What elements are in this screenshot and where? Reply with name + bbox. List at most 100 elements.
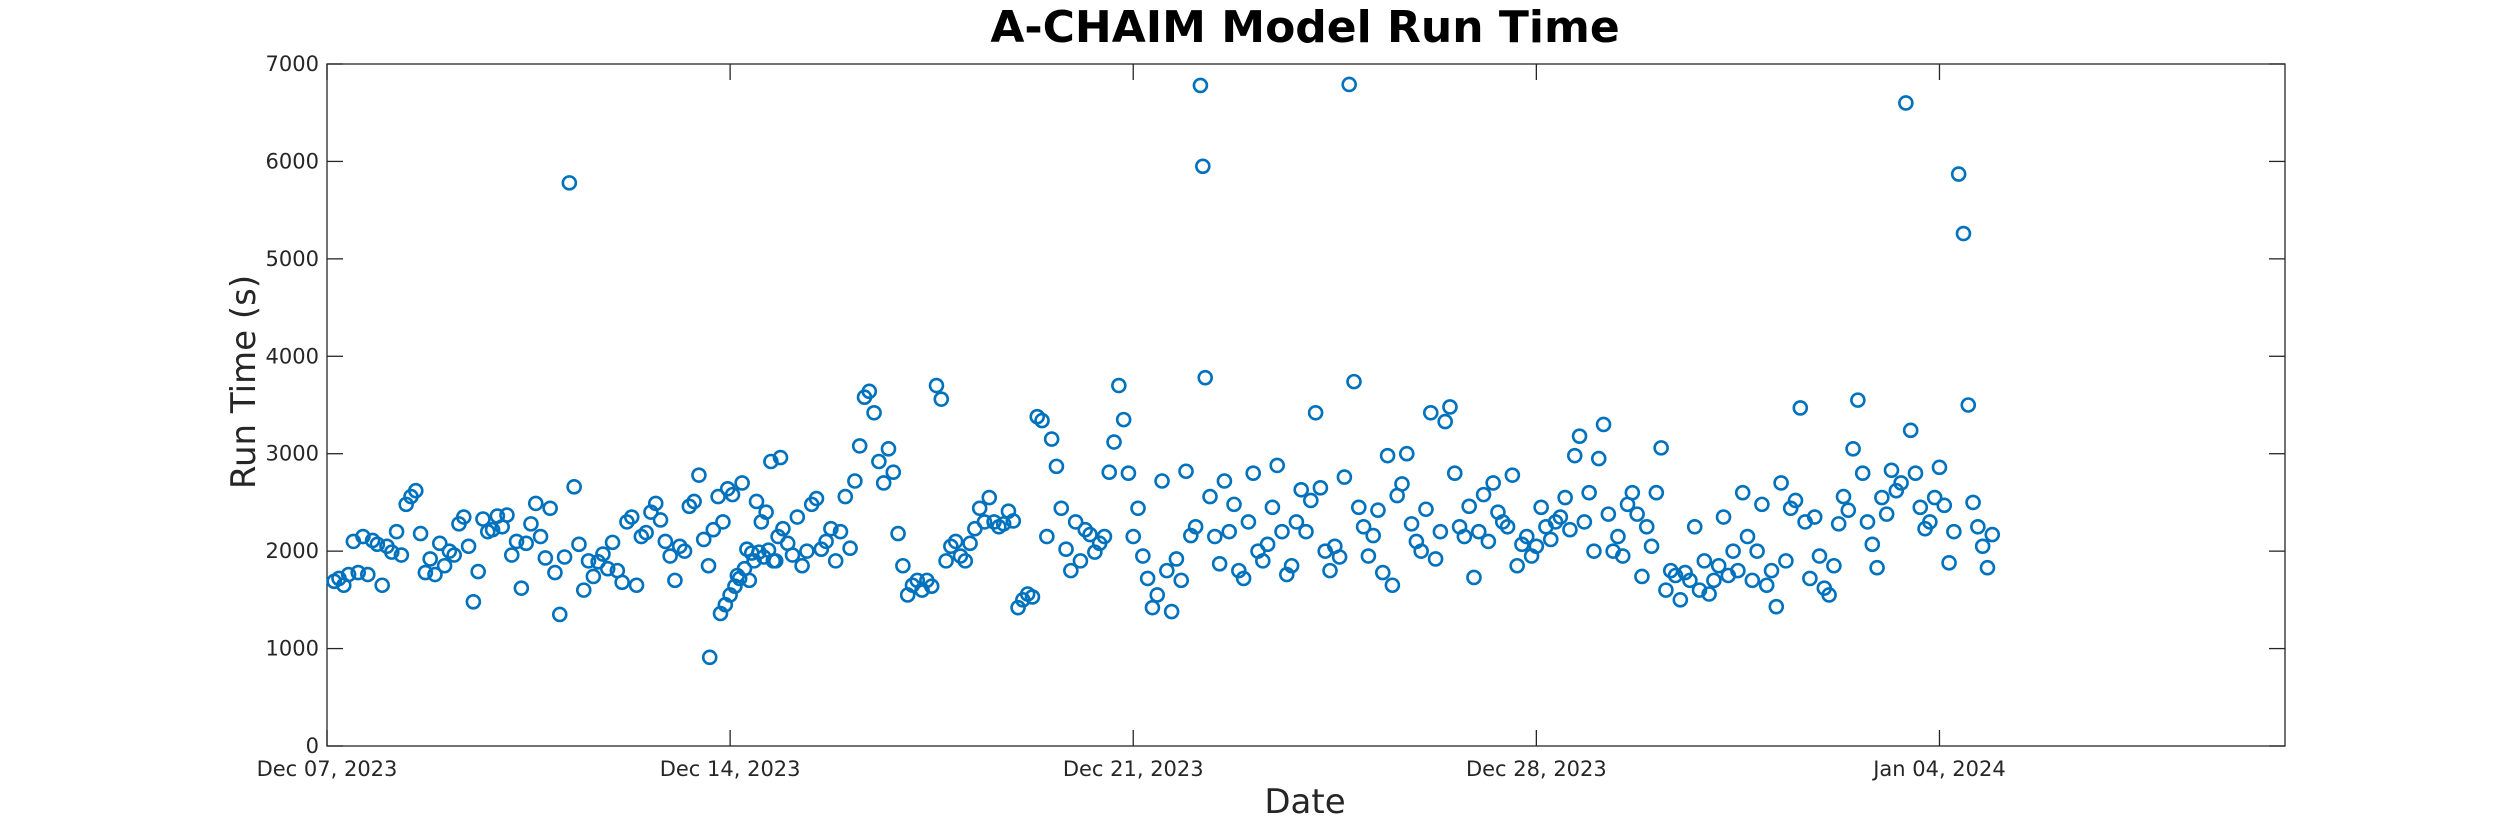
- data-point: [1893, 475, 1909, 491]
- data-point: [1082, 526, 1098, 543]
- data-point: [1778, 553, 1794, 569]
- data-point: [614, 574, 630, 591]
- data-point: [652, 512, 669, 528]
- data-point: [1010, 599, 1026, 616]
- data-point: [667, 572, 683, 589]
- data-point: [1706, 572, 1722, 589]
- data-point: [1653, 440, 1669, 456]
- plot-axes: 0 1000 2000 3000 4000 5000 6000 7000 Dec 07, 202…: [257, 52, 2286, 781]
- data-point: [1379, 447, 1396, 464]
- data-point: [388, 523, 405, 540]
- data-point: [1130, 500, 1146, 517]
- data-point: [1072, 553, 1089, 569]
- data-point: [1302, 492, 1319, 509]
- data-point: [748, 493, 765, 510]
- data-point: [595, 546, 611, 562]
- data-point: [1960, 397, 1977, 413]
- data-point: [1350, 499, 1367, 516]
- y-tick-label: 3000: [266, 442, 319, 466]
- data-point: [1053, 500, 1070, 517]
- data-point: [647, 495, 664, 512]
- data-point: [508, 533, 525, 550]
- data-point: [832, 523, 849, 540]
- data-point: [1576, 514, 1593, 530]
- data-point: [1763, 562, 1780, 579]
- data-point: [1163, 603, 1180, 620]
- data-point: [1811, 548, 1828, 564]
- data-point: [1207, 528, 1223, 545]
- x-tick-label: Dec 28, 2023: [1466, 757, 1607, 781]
- data-point: [1979, 559, 1996, 576]
- data-point: [431, 535, 448, 552]
- data-point: [1461, 498, 1477, 515]
- data-point: [837, 488, 854, 505]
- data-point: [1590, 450, 1607, 467]
- data-point: [1101, 464, 1118, 481]
- data-point: [628, 577, 645, 594]
- data-point: [1922, 514, 1938, 530]
- data-point: [1195, 158, 1211, 175]
- data-point: [1024, 589, 1041, 605]
- data-point: [1931, 459, 1948, 476]
- data-point: [734, 475, 750, 491]
- data-point: [355, 528, 371, 545]
- data-point: [1672, 592, 1689, 608]
- data-point: [1552, 509, 1569, 525]
- data-point: [1480, 533, 1497, 550]
- data-point: [455, 509, 472, 525]
- data-point: [1048, 458, 1065, 475]
- data-point: [1936, 497, 1953, 514]
- data-point: [1739, 528, 1756, 545]
- data-point: [1557, 489, 1573, 506]
- data-point: [1422, 404, 1439, 421]
- x-tick-label: Jan 04, 2024: [1871, 757, 2006, 781]
- data-point: [1518, 528, 1535, 545]
- data-point: [1830, 516, 1847, 532]
- data-point: [475, 511, 491, 527]
- data-point: [1984, 526, 2001, 543]
- data-point: [1240, 514, 1257, 530]
- data-point: [1782, 500, 1799, 517]
- data-point: [1331, 549, 1348, 565]
- data-point: [662, 548, 678, 564]
- data-point: [1802, 570, 1818, 587]
- data-point: [1115, 411, 1132, 428]
- data-point: [1677, 564, 1693, 581]
- data-point: [1312, 480, 1329, 496]
- data-point: [518, 535, 534, 552]
- data-point: [1533, 499, 1549, 516]
- data-point: [1658, 582, 1674, 598]
- data-point: [1063, 562, 1079, 579]
- data-point: [1667, 567, 1684, 584]
- data-point: [765, 553, 782, 569]
- x-axis-label: Date: [1264, 782, 1345, 822]
- data-point: [1734, 484, 1751, 501]
- data-point: [1595, 416, 1612, 433]
- data-point: [1638, 518, 1655, 535]
- data-point: [1850, 392, 1866, 408]
- plot-frame: [326, 63, 2286, 747]
- data-point: [976, 514, 993, 530]
- data-point: [871, 453, 887, 470]
- data-point: [808, 490, 825, 507]
- data-point: [1950, 166, 1967, 182]
- data-point: [1547, 514, 1564, 530]
- data-point: [1192, 77, 1209, 94]
- data-point: [1854, 465, 1871, 482]
- data-point: [794, 557, 810, 574]
- data-point: [1187, 518, 1204, 535]
- data-point: [566, 479, 582, 495]
- data-point: [1005, 513, 1022, 529]
- data-point: [657, 533, 674, 550]
- data-point: [1514, 536, 1530, 553]
- data-point: [513, 580, 530, 596]
- data-point: [1725, 543, 1741, 559]
- data-point: [933, 391, 950, 407]
- data-point: [823, 520, 839, 537]
- data-point: [1370, 502, 1386, 519]
- data-point: [995, 516, 1012, 532]
- data-point: [417, 564, 434, 581]
- y-axis-label: Run Time (s): [224, 275, 264, 489]
- data-point: [957, 553, 974, 569]
- chart-title: A-CHAIM Model Run Time: [990, 2, 1619, 53]
